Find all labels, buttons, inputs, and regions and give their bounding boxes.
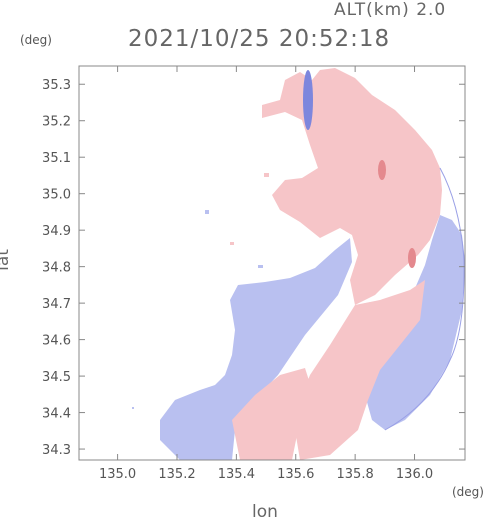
x-tick-label: 135.8 (337, 467, 374, 482)
echo-speck (230, 242, 234, 245)
radar-range-arc (384, 167, 465, 431)
x-tick-label: 136.0 (396, 467, 433, 482)
echo-speck (132, 407, 134, 409)
y-tick-label: 34.4 (42, 407, 71, 422)
echo-speck (258, 265, 263, 268)
receding-region-south (232, 368, 312, 460)
y-tick-label: 34.5 (42, 370, 71, 385)
y-tick-label: 34.3 (42, 443, 71, 458)
y-axis-ticks: 35.3 35.2 35.1 35.0 34.9 34.8 34.7 34.6 34.5 34.4… (42, 78, 465, 458)
receding-region-north (262, 68, 442, 305)
echo-speck (264, 173, 269, 177)
y-tick-label: 35.0 (42, 188, 71, 203)
y-tick-label: 34.7 (42, 297, 71, 312)
approaching-region-west (160, 238, 352, 460)
doppler-velocity-field (132, 68, 465, 460)
x-tick-label: 135.4 (218, 467, 255, 482)
x-axis-ticks: 135.0 135.2 135.4 135.6 135.8 136.0 (99, 66, 433, 482)
y-tick-label: 35.3 (42, 78, 71, 93)
y-tick-label: 35.1 (42, 151, 71, 166)
x-tick-label: 135.0 (99, 467, 136, 482)
y-tick-label: 35.2 (42, 115, 71, 130)
strong-receding-cell-2 (408, 248, 416, 268)
y-tick-label: 34.9 (42, 224, 71, 239)
strong-receding-cell-1 (378, 160, 386, 180)
x-axis-unit: (deg) (452, 485, 484, 499)
y-axis-unit: (deg) (20, 33, 52, 47)
y-tick-label: 34.6 (42, 334, 71, 349)
y-tick-label: 34.8 (42, 261, 71, 276)
timestamp: 2021/10/25 20:52:18 (128, 26, 391, 52)
strong-approaching-cell (303, 70, 313, 130)
echo-speck (205, 210, 209, 214)
x-tick-label: 135.2 (158, 467, 195, 482)
plot-frame (78, 65, 466, 461)
x-axis-label: lon (252, 502, 278, 522)
receding-region-central (295, 280, 425, 460)
x-tick-label: 135.6 (277, 467, 314, 482)
altitude-label: ALT(km) 2.0 (334, 0, 447, 20)
